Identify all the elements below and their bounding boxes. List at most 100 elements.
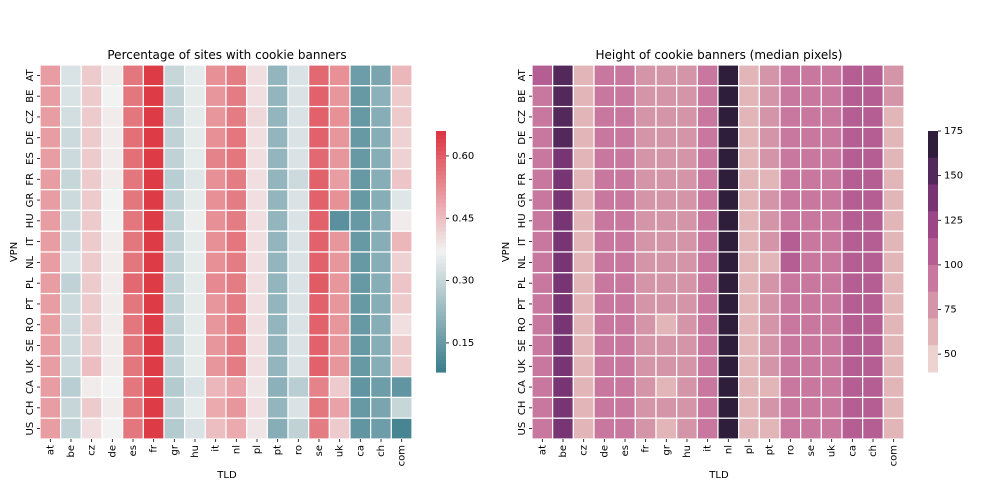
heatmap-cell-CA-it xyxy=(204,376,227,399)
heatmap-cell-RO-at xyxy=(531,313,554,336)
heatmap-cell-US-uk xyxy=(328,417,351,440)
heatmap-cell-UK-fr xyxy=(142,355,165,378)
y-tick-label-CZ: CZ xyxy=(25,110,36,124)
heatmap-cell-AT-cz xyxy=(80,64,103,87)
heatmap-cell-CA-ca xyxy=(349,376,372,399)
colorbar-bin xyxy=(928,345,938,373)
heatmap-cell-SE-gr xyxy=(163,334,186,357)
colorbar-segment xyxy=(436,131,446,136)
heatmap-cell-SE-com xyxy=(882,334,905,357)
heatmap-cell-PL-ca xyxy=(841,272,864,295)
heatmap-cell-AT-hu xyxy=(184,64,206,87)
heatmap-cell-GR-uk xyxy=(820,189,843,212)
x-tick-label-fr: fr xyxy=(149,444,160,453)
heatmap-cell-AT-at xyxy=(39,64,62,87)
heatmap-cell-PT-be xyxy=(552,292,574,315)
heatmap-cell-AT-nl xyxy=(717,64,740,87)
heatmap-cell-AT-uk xyxy=(820,64,843,87)
heatmap-cell-SE-hu xyxy=(676,334,698,357)
colorbar-segment xyxy=(436,163,446,168)
heatmap-cell-US-hu xyxy=(676,417,698,440)
heatmap-cell-NL-de xyxy=(593,251,616,274)
heatmap-cell-CH-se xyxy=(308,396,330,419)
heatmap-cell-PL-hu xyxy=(676,272,698,295)
heatmap-cell-UK-ca xyxy=(349,355,372,378)
heatmap-cell-BE-se xyxy=(800,85,822,108)
heatmap-cell-FR-ca xyxy=(349,168,372,191)
x-tick-label-pl: pl xyxy=(744,445,755,454)
heatmap-cell-DE-se xyxy=(800,126,822,149)
heatmap-cell-FR-be xyxy=(60,168,82,191)
heatmap-cell-PT-de xyxy=(101,292,124,315)
heatmap-cell-BE-ro xyxy=(287,85,310,108)
heatmap-cell-CA-cz xyxy=(80,376,103,399)
heatmap-cell-GR-cz xyxy=(80,189,103,212)
heatmap-cell-FR-cz xyxy=(80,168,103,191)
colorbar-tick-label-75: 75 xyxy=(944,305,957,316)
heatmap-cell-BE-ch xyxy=(862,85,884,108)
colorbar-segment xyxy=(436,179,446,184)
colorbar-segment xyxy=(436,279,446,285)
heatmap-cell-AT-pl xyxy=(246,64,268,87)
heatmap-cell-CZ-ch xyxy=(862,105,884,128)
heatmap-cell-BE-nl xyxy=(717,85,740,108)
colorbar-segment xyxy=(436,275,446,281)
y-tick-label-FR: FR xyxy=(25,173,36,186)
heatmap-cell-HU-cz xyxy=(80,209,103,232)
heatmap-cell-AT-be xyxy=(60,64,82,87)
heatmap-cell-PL-uk xyxy=(328,272,351,295)
heatmap-cell-RO-nl xyxy=(717,313,740,336)
heatmap-cell-CH-uk xyxy=(328,396,351,419)
heatmap-cell-CA-ro xyxy=(779,376,802,399)
heatmap-cell-UK-be xyxy=(60,355,82,378)
heatmap-cell-FR-it xyxy=(696,168,719,191)
y-tick-label-UK: UK xyxy=(25,359,36,373)
heatmap-cell-GR-ch xyxy=(370,189,392,212)
colorbar-segment xyxy=(436,339,446,345)
x-tick-label-ro: ro xyxy=(293,445,304,455)
left-x-axis-label: TLD xyxy=(216,470,237,481)
heatmap-cell-BE-gr xyxy=(163,85,186,108)
heatmap-cell-CH-ro xyxy=(779,396,802,419)
heatmap-cell-CA-at xyxy=(531,376,554,399)
heatmap-cell-UK-uk xyxy=(328,355,351,378)
heatmap-cell-IT-be xyxy=(60,230,82,253)
heatmap-cell-PT-it xyxy=(204,292,227,315)
heatmap-cell-CZ-uk xyxy=(328,105,351,128)
heatmap-cell-FR-uk xyxy=(820,168,843,191)
heatmap-cell-DE-ro xyxy=(287,126,310,149)
colorbar-segment xyxy=(436,367,446,373)
heatmap-cell-AT-es xyxy=(122,64,144,87)
heatmap-cell-SE-cz xyxy=(80,334,103,357)
heatmap-cell-RO-ch xyxy=(862,313,884,336)
heatmap-cell-BE-it xyxy=(696,85,719,108)
heatmap-cell-HU-ca xyxy=(841,209,864,232)
colorbar-segment xyxy=(436,183,446,188)
y-tick-label-GR: GR xyxy=(25,193,36,208)
heatmap-cell-CH-nl xyxy=(717,396,740,419)
colorbar-segment xyxy=(436,263,446,269)
heatmap-cell-HU-de xyxy=(101,209,124,232)
heatmap-cell-CZ-pl xyxy=(738,105,760,128)
heatmap-cell-DE-pl xyxy=(246,126,268,149)
colorbar-tick-label-0.45: 0.45 xyxy=(452,213,474,224)
heatmap-cell-CH-ca xyxy=(349,396,372,419)
heatmap-cell-PL-pt xyxy=(266,272,289,295)
heatmap-cell-HU-hu xyxy=(676,209,698,232)
heatmap-cell-NL-ro xyxy=(287,251,310,274)
heatmap-cell-CZ-nl xyxy=(225,105,248,128)
heatmap-cell-CA-pl xyxy=(738,376,760,399)
heatmap-cell-PL-com xyxy=(390,272,413,295)
colorbar-segment xyxy=(436,359,446,365)
heatmap-cell-CA-gr xyxy=(655,376,678,399)
y-tick-label-NL: NL xyxy=(517,255,528,268)
heatmap-cell-FR-se xyxy=(800,168,822,191)
heatmap-cell-DE-es xyxy=(122,126,144,149)
heatmap-cell-ES-nl xyxy=(225,147,248,170)
heatmap-cell-ES-hu xyxy=(184,147,206,170)
heatmap-cell-DE-ch xyxy=(862,126,884,149)
heatmap-cell-PL-fr xyxy=(142,272,165,295)
heatmap-cell-CA-cz xyxy=(572,376,595,399)
heatmap-cell-CA-pt xyxy=(758,376,781,399)
